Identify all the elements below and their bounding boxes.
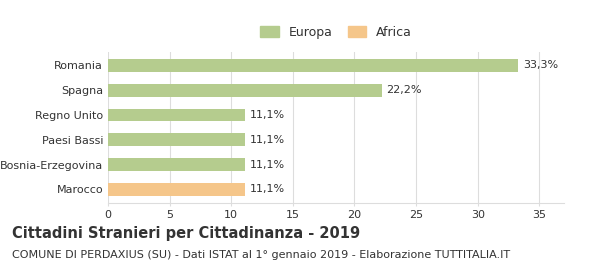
Text: 22,2%: 22,2% bbox=[386, 85, 422, 95]
Text: 11,1%: 11,1% bbox=[250, 160, 285, 170]
Text: 33,3%: 33,3% bbox=[523, 60, 559, 70]
Text: Cittadini Stranieri per Cittadinanza - 2019: Cittadini Stranieri per Cittadinanza - 2… bbox=[12, 226, 360, 241]
Bar bbox=[108, 84, 382, 97]
Text: 11,1%: 11,1% bbox=[250, 185, 285, 194]
Text: 11,1%: 11,1% bbox=[250, 135, 285, 145]
Text: 11,1%: 11,1% bbox=[250, 110, 285, 120]
Bar bbox=[108, 59, 518, 72]
Bar bbox=[108, 133, 245, 146]
Text: COMUNE DI PERDAXIUS (SU) - Dati ISTAT al 1° gennaio 2019 - Elaborazione TUTTITAL: COMUNE DI PERDAXIUS (SU) - Dati ISTAT al… bbox=[12, 250, 510, 259]
Bar bbox=[108, 108, 245, 121]
Bar bbox=[108, 183, 245, 196]
Bar bbox=[108, 158, 245, 171]
Legend: Europa, Africa: Europa, Africa bbox=[256, 22, 416, 43]
